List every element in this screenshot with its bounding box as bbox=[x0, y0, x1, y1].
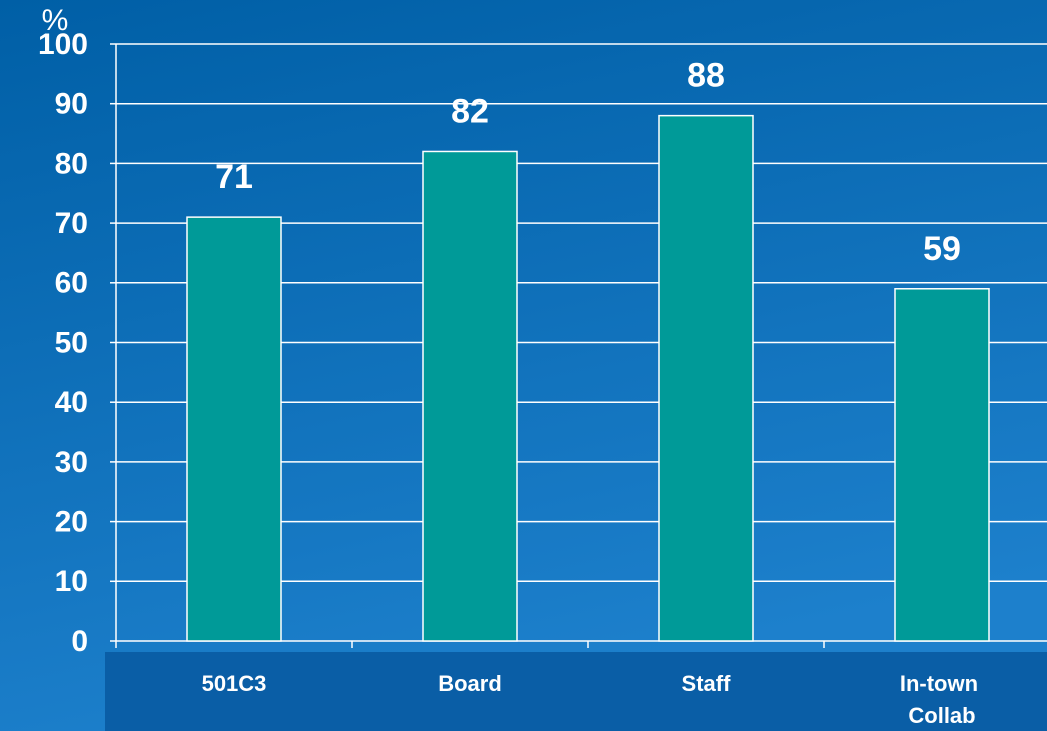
y-tick-label: 10 bbox=[55, 565, 88, 598]
bar bbox=[186, 216, 282, 642]
value-label: 59 bbox=[923, 230, 961, 268]
y-tick-label: 20 bbox=[55, 506, 88, 539]
value-label: 71 bbox=[215, 158, 253, 196]
y-tick-label: 40 bbox=[55, 386, 88, 419]
value-label: 82 bbox=[451, 92, 489, 130]
y-tick-label: 90 bbox=[55, 88, 88, 121]
y-axis-label: % bbox=[42, 4, 69, 37]
bar bbox=[658, 114, 754, 642]
bar bbox=[894, 288, 990, 642]
y-tick-label: 50 bbox=[55, 326, 88, 359]
x-tick-label: In-town Collab bbox=[900, 671, 984, 728]
value-label: 88 bbox=[687, 57, 725, 95]
y-tick-label: 70 bbox=[55, 207, 88, 240]
y-tick-label: 60 bbox=[55, 267, 88, 300]
category-band bbox=[105, 652, 1047, 731]
y-tick-label: 80 bbox=[55, 147, 88, 180]
x-tick-label: 501C3 bbox=[202, 671, 267, 696]
x-tick-label: Board bbox=[438, 671, 502, 696]
y-tick-label: 0 bbox=[71, 625, 88, 658]
bar bbox=[422, 150, 518, 642]
y-tick-label: 100 bbox=[38, 28, 88, 61]
y-tick-label: 30 bbox=[55, 446, 88, 479]
x-tick-label: Staff bbox=[682, 671, 732, 696]
